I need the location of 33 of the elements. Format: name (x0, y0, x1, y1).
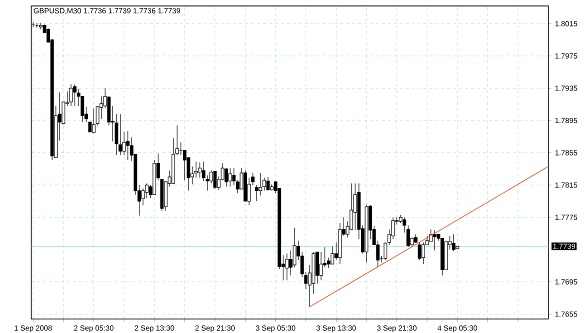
candlestick (254, 184, 258, 202)
candlestick (198, 162, 202, 178)
candlestick (406, 225, 410, 248)
candlestick (73, 84, 77, 106)
candlestick (452, 234, 456, 252)
candlestick (194, 161, 198, 178)
candlestick (432, 230, 436, 251)
candlestick (118, 114, 122, 156)
candlestick (330, 246, 334, 264)
candlestick (228, 168, 232, 188)
candlestick (213, 171, 217, 190)
candlestick (209, 170, 213, 184)
candlestick (258, 172, 262, 196)
candlestick (285, 253, 289, 281)
candlestick (122, 132, 126, 156)
candlestick (88, 122, 92, 133)
candlestick (384, 242, 388, 260)
candlestick (232, 168, 236, 186)
candlestick (422, 242, 426, 264)
candlestick (266, 176, 270, 192)
candlestick (69, 84, 73, 106)
candlestick (353, 183, 357, 231)
candlestick (292, 228, 296, 268)
candlestick (126, 130, 130, 160)
candlestick (326, 257, 330, 269)
candlestick (175, 125, 179, 156)
candlestick (418, 242, 422, 260)
candlestick (429, 229, 433, 242)
candlestick (391, 217, 395, 240)
candlestick (224, 168, 228, 188)
candlestick (92, 108, 96, 133)
candlestick (402, 217, 406, 234)
candlestick (182, 150, 186, 181)
